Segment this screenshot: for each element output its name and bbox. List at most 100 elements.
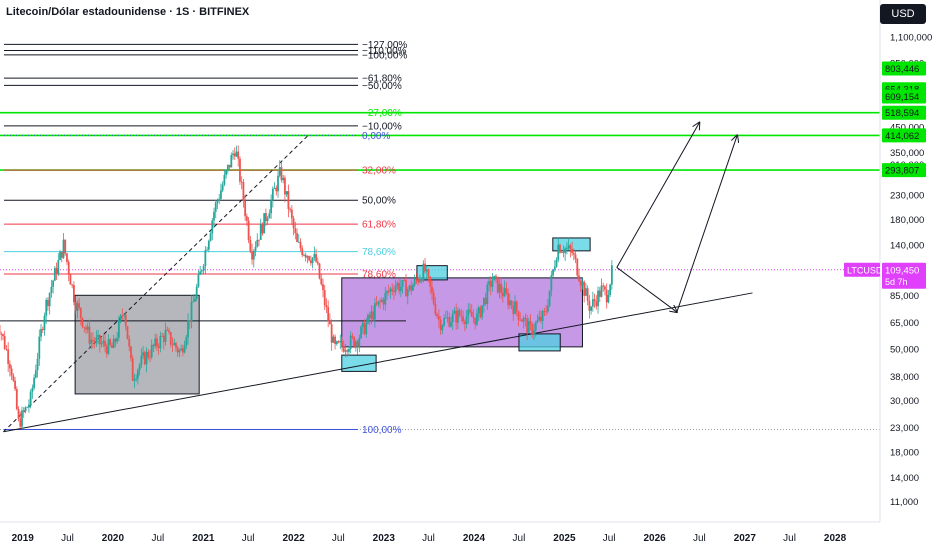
candle-body [334, 337, 336, 344]
candle-body [66, 253, 68, 262]
candle-body [296, 233, 298, 242]
candle-body [509, 301, 511, 305]
candle-body [350, 336, 352, 349]
candle-body [234, 153, 236, 156]
candle-body [355, 341, 357, 346]
candle-body [246, 216, 248, 220]
candle-body [251, 251, 253, 259]
candle-body [211, 220, 213, 233]
candle-body [417, 280, 419, 283]
candle-body [192, 301, 194, 302]
candle-body [125, 315, 127, 326]
candle-body [113, 339, 115, 348]
candle-body [263, 213, 265, 233]
candle-body [414, 278, 416, 285]
candle-body [402, 280, 404, 287]
candle-body [80, 308, 82, 318]
candle-body [137, 370, 139, 378]
candle-body [11, 369, 13, 376]
candle-body [544, 311, 546, 312]
projection-arrow [677, 135, 737, 312]
candle-body [101, 343, 103, 344]
time-tick-label: 2019 [12, 533, 35, 544]
candle-body [135, 378, 137, 379]
candle-body [594, 299, 596, 301]
price-tick-label: 23,000 [890, 423, 919, 434]
candle-body [232, 153, 234, 155]
candle-body [23, 410, 25, 411]
time-tick-label: Jul [152, 533, 165, 544]
price-tick-label: 180,000 [890, 215, 924, 226]
candle-body [168, 330, 170, 332]
fib-level-label: −50,00% [362, 81, 402, 92]
cyan-zone-box [417, 266, 447, 280]
candle-body [597, 291, 599, 307]
candle-body [28, 405, 30, 408]
candle-body [307, 256, 309, 257]
candle-body [293, 218, 295, 228]
candle-body [281, 167, 283, 180]
candle-body [550, 275, 552, 290]
candle-body [587, 288, 589, 300]
candle-body [275, 188, 277, 191]
candle-body [109, 339, 111, 345]
candle-body [121, 315, 123, 316]
candle-body [441, 325, 443, 330]
price-tick-label: 50,000 [890, 344, 919, 355]
candle-body [147, 352, 149, 357]
candle-body [196, 287, 198, 299]
candle-body [583, 282, 585, 296]
candle-body [595, 301, 597, 306]
time-tick-label: 2021 [192, 533, 215, 544]
candle-body [365, 323, 367, 334]
candle-body [317, 262, 319, 264]
candle-body [253, 251, 255, 260]
candle-body [54, 268, 56, 281]
candle-body [502, 293, 504, 297]
candle-body [348, 349, 350, 352]
currency-button[interactable]: USD [880, 4, 926, 24]
candle-body [500, 284, 502, 293]
candle-body [76, 303, 78, 311]
candle-body [97, 335, 99, 337]
candle-body [95, 337, 97, 342]
candle-body [386, 291, 388, 293]
candle-body [559, 245, 561, 253]
candle-body [537, 320, 539, 322]
candle-body [566, 248, 568, 249]
candle-body [493, 276, 495, 280]
candle-body [431, 287, 433, 293]
candle-body [320, 278, 322, 284]
candle-body [142, 352, 144, 356]
candle-body [388, 291, 390, 292]
candle-body [301, 248, 303, 255]
candle-body [381, 300, 383, 302]
candle-body [12, 375, 14, 380]
fib-level-label: 78,60% [362, 247, 396, 258]
candle-body [249, 240, 251, 251]
candle-body [419, 280, 421, 283]
candle-body [540, 317, 542, 321]
candle-body [483, 298, 485, 306]
candle-body [396, 283, 398, 286]
candle-body [268, 213, 270, 218]
candle-body [215, 202, 217, 211]
candle-body [533, 330, 535, 334]
projection-arrow [617, 267, 677, 312]
candle-body [175, 343, 177, 348]
candle-body [563, 252, 565, 253]
candle-body [63, 240, 65, 258]
candle-body [199, 271, 201, 274]
candle-body [377, 301, 379, 304]
candle-body [351, 336, 353, 337]
candle-body [552, 270, 554, 276]
candle-body [426, 270, 428, 272]
candle-body [198, 275, 200, 287]
candle-body [435, 304, 437, 314]
price-level-tag-label: 518,594 [885, 108, 919, 119]
candle-body [526, 319, 528, 333]
candle-body [177, 348, 179, 353]
candle-body [466, 316, 468, 323]
